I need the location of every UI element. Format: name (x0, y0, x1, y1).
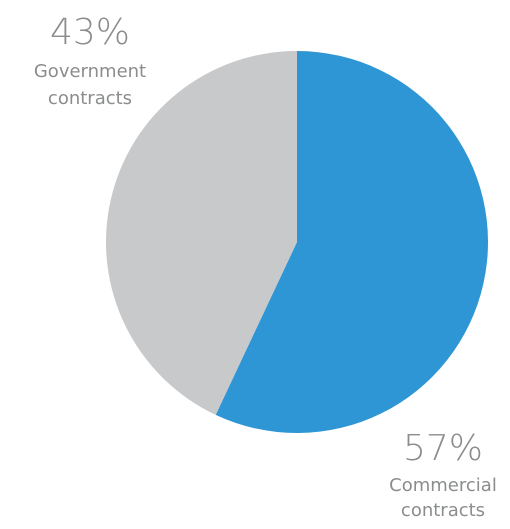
slice-label-government-line2: contracts (48, 88, 132, 109)
slice-label-government-line1: Government (34, 61, 146, 82)
slice-label-commercial-percent: 57% (403, 428, 483, 469)
slice-label-government-percent: 43% (50, 12, 130, 53)
slice-label-commercial-line2: contracts (401, 500, 485, 521)
pie-slices (106, 51, 489, 433)
pie-slice-commercial (215, 51, 489, 433)
pie-slice-government (106, 51, 297, 415)
slice-label-commercial-line1: Commercial (389, 475, 497, 496)
